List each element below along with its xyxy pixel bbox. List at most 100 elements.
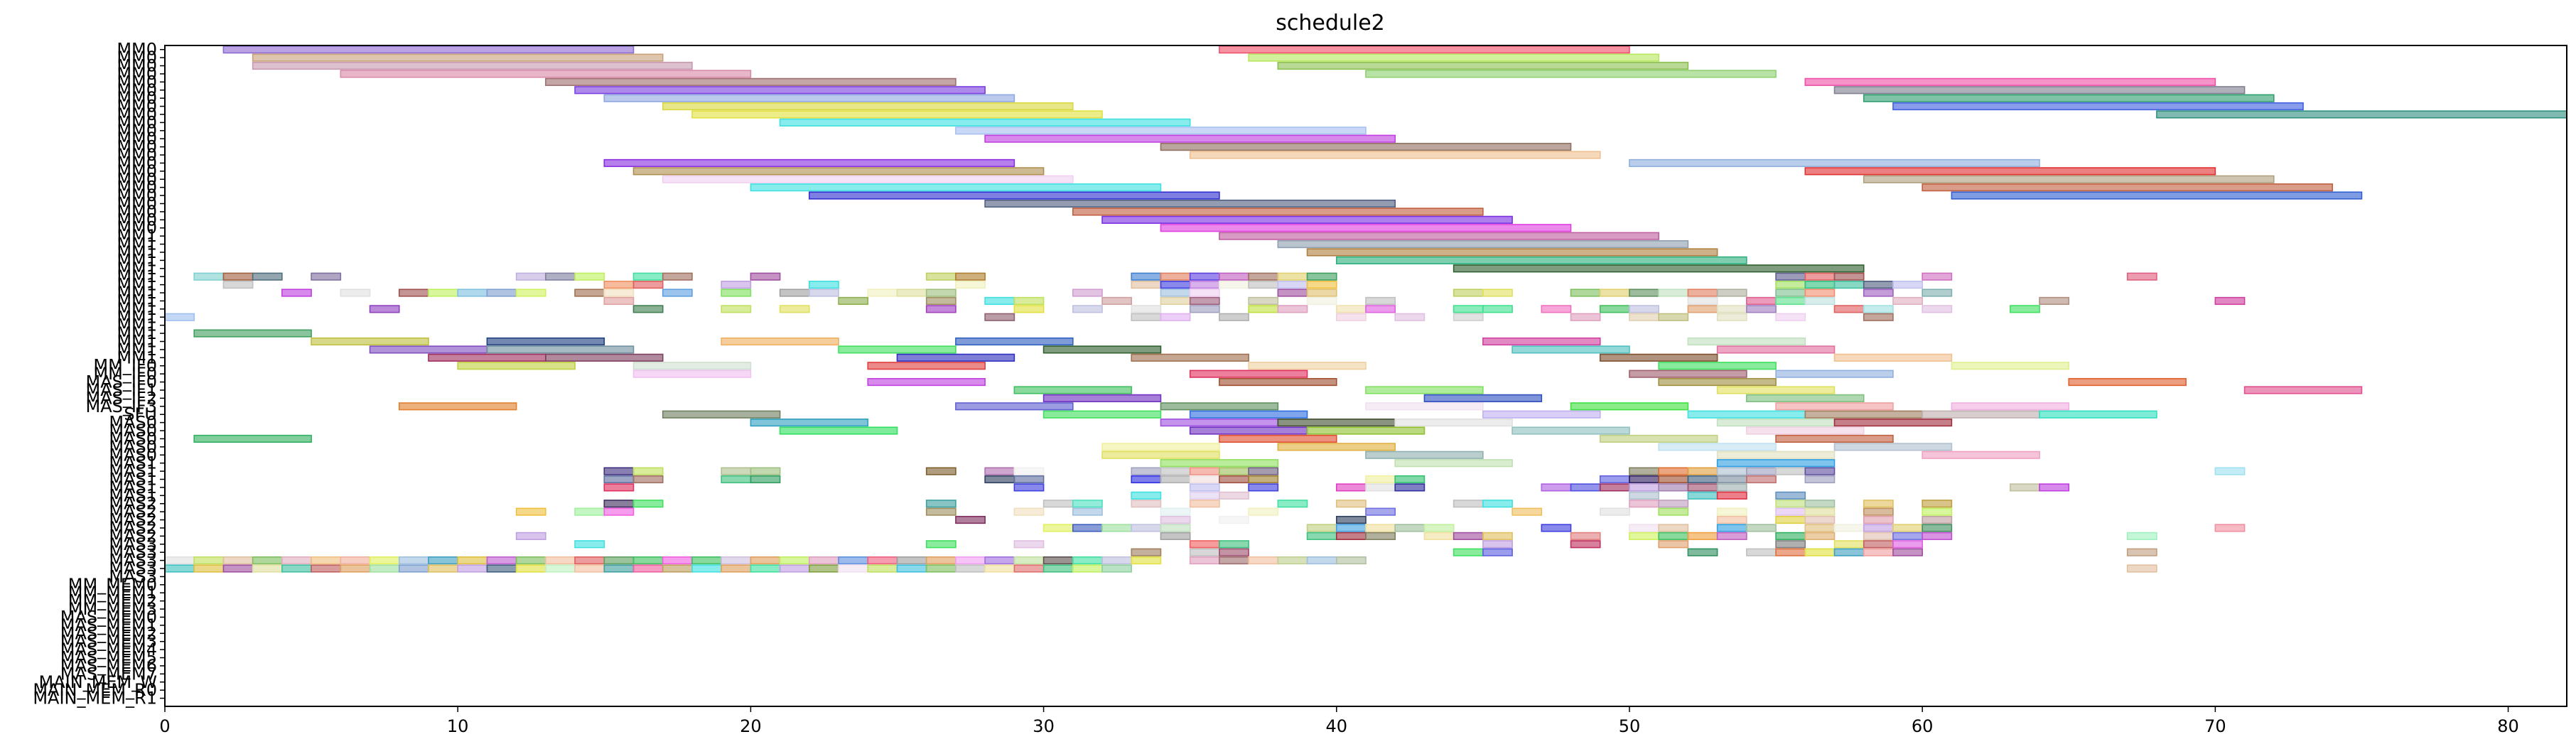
- task-bar: [1833, 86, 2246, 95]
- y-tick-label: MM0: [117, 64, 157, 84]
- task-bar: [1716, 289, 1747, 297]
- y-tick-label: MAS2: [109, 526, 157, 546]
- task-bar: [1658, 313, 1689, 321]
- task-bar: [1804, 296, 1836, 306]
- task-bar: [574, 556, 605, 565]
- task-bar: [1277, 305, 1308, 313]
- task-bar: [925, 289, 956, 297]
- y-tick-label: MM_MEM1: [68, 583, 157, 603]
- task-bar: [603, 564, 635, 573]
- task-bar: [515, 564, 546, 573]
- task-bar: [1160, 467, 1191, 475]
- task-bar: [1335, 256, 1747, 264]
- task-bar: [515, 556, 546, 565]
- task-bar: [1687, 483, 1718, 492]
- task-bar: [603, 507, 635, 516]
- task-bar: [721, 305, 752, 313]
- task-bar: [1365, 305, 1396, 313]
- y-tick-label: MAS3: [109, 559, 157, 578]
- y-tick-label: MAS_MEM0: [60, 607, 157, 627]
- y-tick-label: MAS_MEM2: [60, 623, 157, 643]
- task-bar: [632, 500, 664, 508]
- x-tick-label: 80: [2497, 716, 2519, 736]
- task-bar: [1365, 483, 1396, 492]
- task-bar: [1687, 532, 1718, 540]
- task-bar: [1394, 483, 1426, 492]
- y-tick-label: MM1: [117, 347, 157, 367]
- task-bar: [1072, 564, 1103, 573]
- task-bar: [1570, 483, 1601, 492]
- task-bar: [1511, 507, 1543, 516]
- y-tick-label: MM0: [117, 137, 157, 157]
- task-bar: [632, 467, 664, 475]
- task-bar: [1863, 289, 1894, 297]
- task-bar: [1746, 475, 1777, 484]
- task-bar: [1863, 94, 2275, 102]
- task-bar: [867, 377, 986, 387]
- y-tick-label: MM_MEM3: [68, 599, 157, 619]
- task-bar: [1160, 515, 1191, 524]
- task-bar: [1365, 402, 1484, 411]
- task-bar: [603, 94, 1015, 102]
- y-tick-label: MAS_MEM7: [60, 664, 157, 684]
- task-bar: [1716, 386, 1836, 394]
- y-tick-label: MM0: [117, 88, 157, 108]
- task-bar: [1658, 289, 1689, 297]
- task-bar: [193, 329, 312, 338]
- task-bar: [925, 467, 956, 475]
- task-bar: [1219, 467, 1249, 475]
- y-tick-label: MM0: [117, 72, 157, 92]
- task-bar: [1219, 540, 1249, 549]
- task-bar: [1687, 475, 1718, 484]
- task-bar: [1833, 548, 1865, 556]
- task-bar: [1629, 483, 1659, 492]
- task-bar: [809, 191, 1220, 200]
- task-bar: [1833, 281, 1865, 289]
- y-tick-label: MM1: [117, 259, 157, 279]
- task-bar: [691, 556, 722, 565]
- task-bar: [1922, 289, 1953, 297]
- task-bar: [1892, 296, 1923, 306]
- task-bar: [867, 362, 986, 370]
- task-bar: [1335, 305, 1367, 313]
- task-bar: [632, 167, 1045, 176]
- task-bar: [1160, 272, 1191, 281]
- task-bar: [1365, 524, 1396, 532]
- task-bar: [984, 199, 1396, 208]
- task-bar: [1306, 289, 1337, 297]
- task-bar: [311, 272, 342, 281]
- task-bar: [1394, 524, 1426, 532]
- task-bar: [1658, 467, 1689, 475]
- task-bar: [2243, 386, 2363, 394]
- task-bar: [1922, 515, 1953, 524]
- task-bar: [1775, 272, 1806, 281]
- task-bar: [252, 61, 693, 70]
- task-bar: [1248, 272, 1279, 281]
- task-bar: [1131, 556, 1162, 565]
- task-bar: [1189, 426, 1308, 435]
- task-bar: [925, 540, 956, 549]
- task-bar: [1716, 515, 1747, 524]
- task-bar: [1482, 540, 1513, 549]
- task-bar: [1072, 556, 1103, 565]
- y-tick-label: MM_MEM2: [68, 591, 157, 611]
- task-bar: [1219, 281, 1249, 289]
- task-bar: [164, 564, 195, 573]
- task-bar: [984, 564, 1015, 573]
- task-bar: [721, 475, 752, 484]
- task-bar: [1365, 451, 1484, 459]
- task-bar: [1131, 305, 1162, 313]
- task-bar: [1306, 426, 1426, 435]
- task-bar: [545, 564, 576, 573]
- task-bar: [925, 305, 956, 313]
- task-bar: [1687, 491, 1718, 500]
- y-tick-label: MM0: [117, 40, 157, 60]
- task-bar: [662, 289, 693, 297]
- task-bar: [1160, 419, 1279, 427]
- task-bar: [1804, 475, 1836, 484]
- task-bar: [1189, 151, 1601, 159]
- task-bar: [1951, 402, 2070, 411]
- task-bar: [662, 175, 1074, 183]
- task-bar: [311, 556, 342, 565]
- task-bar: [1570, 532, 1601, 540]
